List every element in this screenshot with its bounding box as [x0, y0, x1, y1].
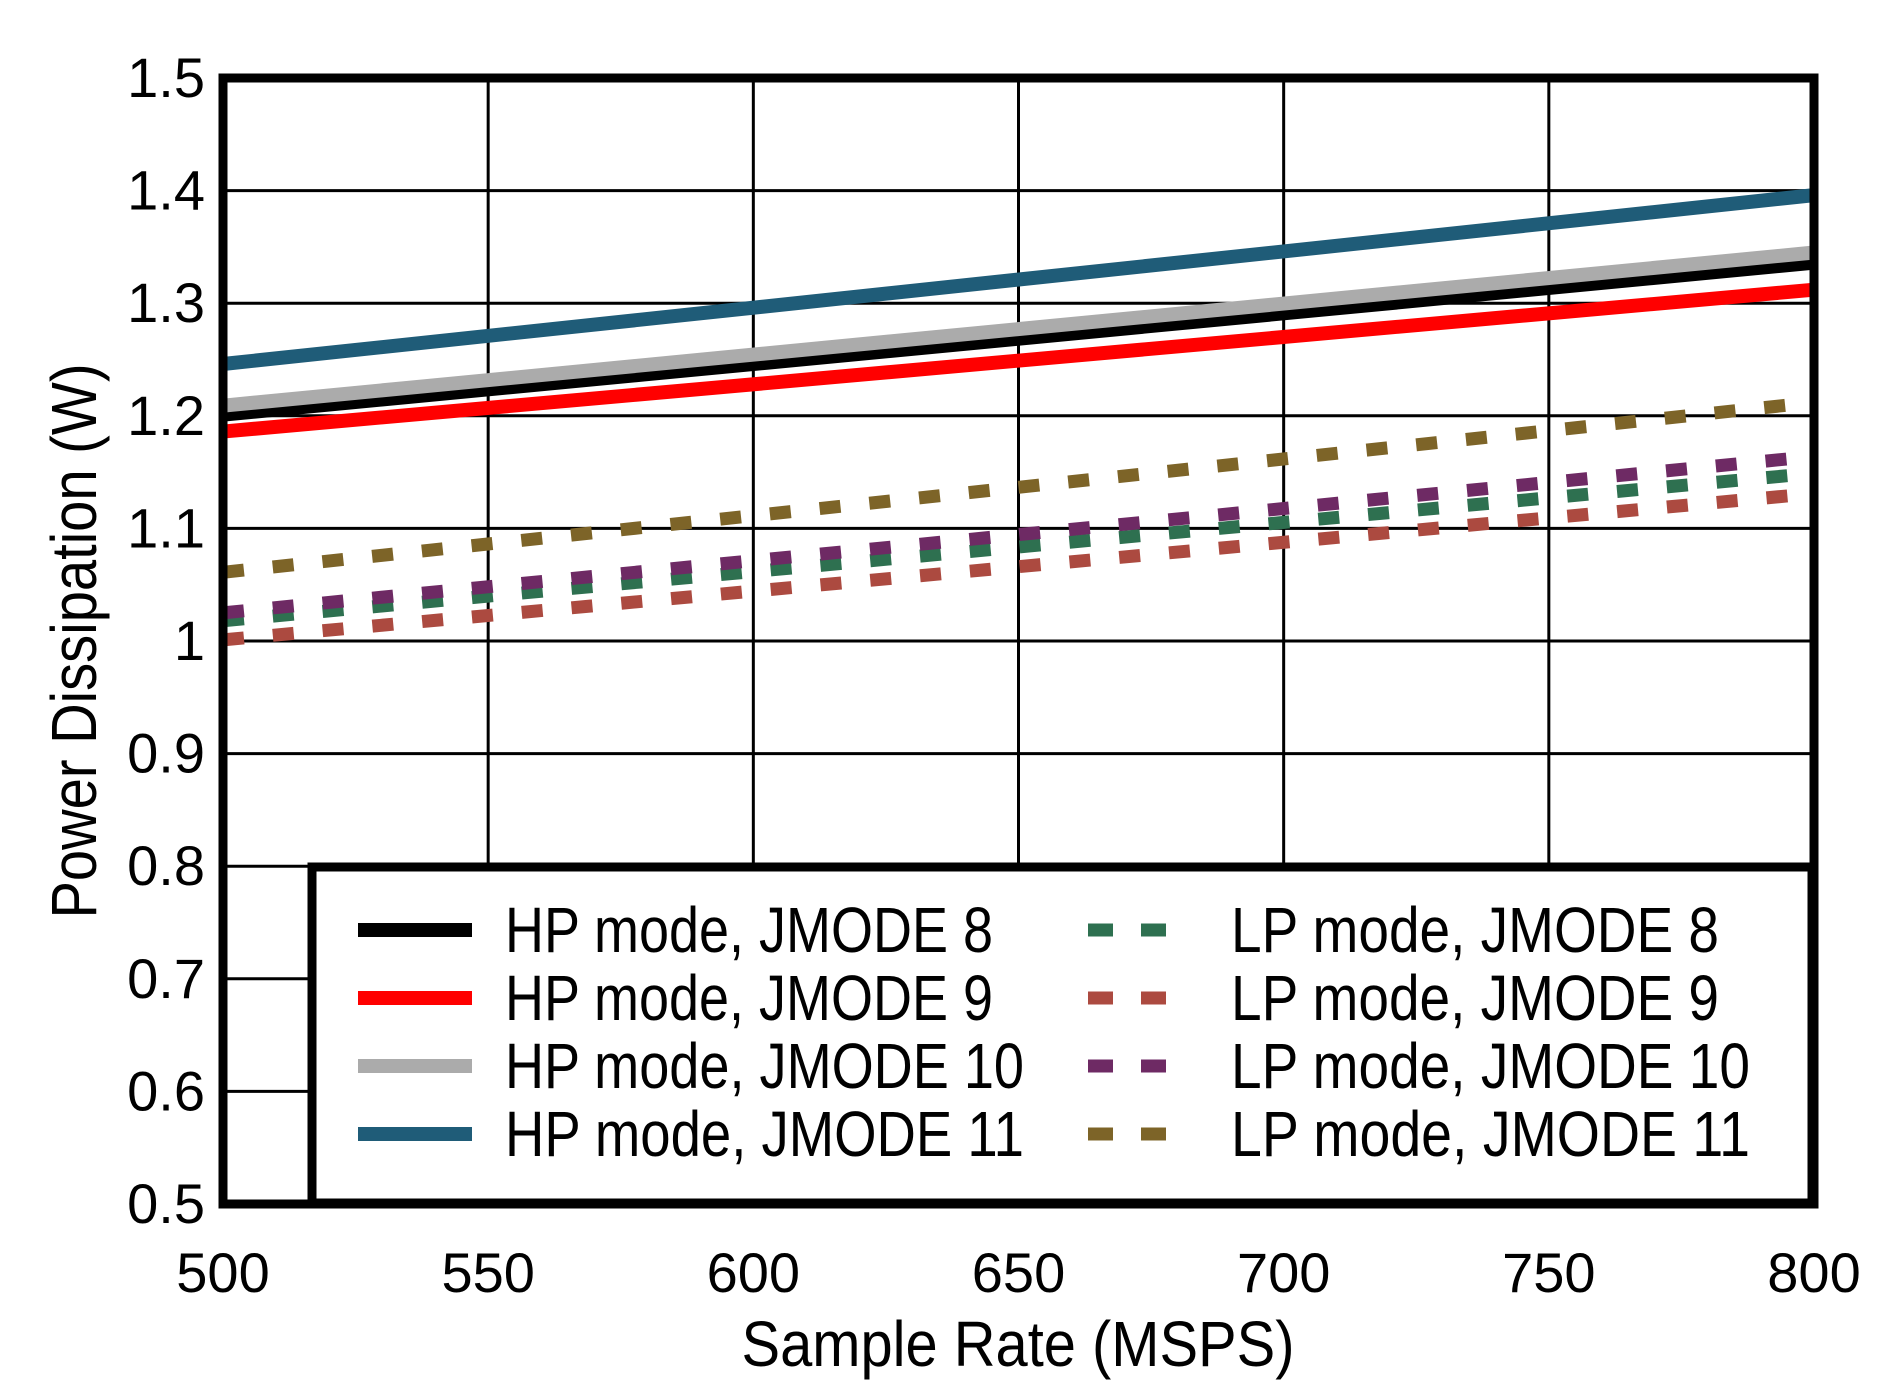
- y-tick-label-0.7: 0.7: [127, 947, 205, 1010]
- series-line-hp-mode-jmode-11: [222, 188, 1815, 371]
- legend-label-lp-mode-jmode-8: LP mode, JMODE 8: [1231, 894, 1719, 966]
- series-line-hp-mode-jmode-9: [222, 282, 1815, 439]
- legend-label-lp-mode-jmode-9: LP mode, JMODE 9: [1231, 962, 1719, 1034]
- x-tick-label-500: 500: [176, 1241, 269, 1304]
- x-tick-label-600: 600: [707, 1241, 800, 1304]
- series-line-lp-mode-jmode-8: [222, 466, 1815, 628]
- y-tick-label-0.6: 0.6: [127, 1059, 205, 1122]
- legend-label-hp-mode-jmode-11: HP mode, JMODE 11: [505, 1098, 1024, 1170]
- x-tick-label-700: 700: [1237, 1241, 1330, 1304]
- legend-label-lp-mode-jmode-10: LP mode, JMODE 10: [1231, 1030, 1750, 1102]
- x-tick-label-650: 650: [972, 1241, 1065, 1304]
- y-tick-label-1.2: 1.2: [127, 384, 205, 447]
- legend-label-hp-mode-jmode-10: HP mode, JMODE 10: [505, 1030, 1024, 1102]
- x-axis-title: Sample Rate (MSPS): [742, 1308, 1295, 1380]
- series-line-hp-mode-jmode-10: [222, 245, 1815, 413]
- y-tick-label-0.8: 0.8: [127, 834, 205, 897]
- y-tick-label-1.1: 1.1: [127, 496, 205, 559]
- y-tick-label-0.5: 0.5: [127, 1172, 205, 1235]
- series-line-lp-mode-jmode-11: [222, 395, 1815, 579]
- y-tick-label-0.9: 0.9: [127, 722, 205, 785]
- y-tick-label-1: 1: [174, 609, 205, 672]
- x-tick-label-800: 800: [1767, 1241, 1860, 1304]
- series-line-lp-mode-jmode-9: [222, 487, 1815, 647]
- series-line-hp-mode-jmode-8: [222, 255, 1815, 422]
- y-tick-label-1.5: 1.5: [127, 46, 205, 109]
- tick-labels-layer: 500 550 600 650 700 750 800 0.5 0.6 0.7 0.8 0.9 1 1.1…: [127, 46, 1861, 1304]
- y-tick-label-1.4: 1.4: [127, 159, 205, 222]
- y-axis-title: Power Dissipation (W): [38, 364, 110, 919]
- legend-label-hp-mode-jmode-8: HP mode, JMODE 8: [505, 894, 993, 966]
- legend-box-layer: HP mode, JMODE 8HP mode, JMODE 9HP mode,…: [307, 862, 1817, 1208]
- series-layer: [222, 188, 1815, 647]
- x-tick-label-750: 750: [1502, 1241, 1595, 1304]
- y-tick-label-1.3: 1.3: [127, 271, 205, 334]
- legend-box: [307, 862, 1817, 1208]
- legend-label-hp-mode-jmode-9: HP mode, JMODE 9: [505, 962, 993, 1034]
- legend-label-lp-mode-jmode-11: LP mode, JMODE 11: [1231, 1098, 1750, 1170]
- series-line-lp-mode-jmode-10: [222, 449, 1815, 620]
- x-tick-label-550: 550: [441, 1241, 534, 1304]
